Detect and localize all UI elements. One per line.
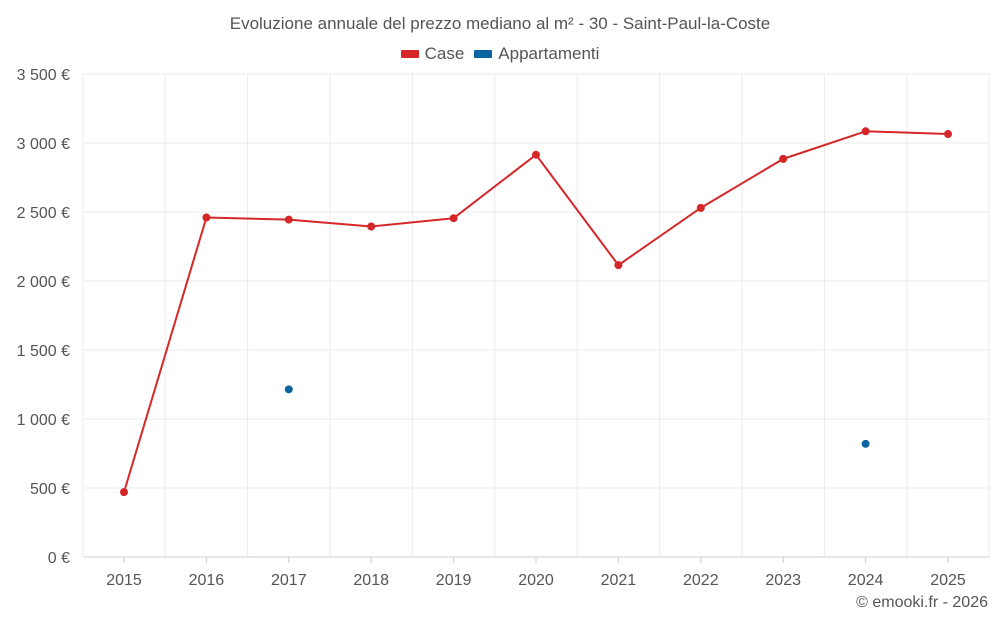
x-tick-label: 2025 [930, 572, 966, 589]
y-tick-label: 500 € [30, 481, 70, 498]
data-point-case [861, 127, 870, 136]
y-tick-label: 2 500 € [17, 205, 70, 222]
y-tick-label: 0 € [48, 550, 70, 567]
x-tick-label: 2018 [353, 572, 389, 589]
x-tick-label: 2022 [683, 572, 719, 589]
data-point-case [614, 261, 623, 270]
data-point-case [120, 488, 128, 497]
chart-title: Evoluzione annuale del prezzo mediano al… [229, 14, 771, 33]
credit-text: © emooki.fr - 2026 [856, 594, 988, 611]
data-point-case [367, 222, 376, 231]
data-point-case [696, 203, 705, 212]
data-point-case [779, 154, 788, 163]
legend-swatch-case [400, 50, 419, 58]
y-tick-label: 1 500 € [17, 343, 70, 360]
legend-item-case[interactable]: Case [400, 44, 465, 64]
y-tick-label: 1 000 € [17, 412, 70, 429]
legend: Case Appartamenti [0, 44, 1000, 64]
x-tick-label: 2016 [189, 572, 225, 589]
y-tick-label: 2 000 € [17, 274, 70, 291]
data-point-case [284, 215, 293, 224]
legend-label-appartamenti: Appartamenti [498, 44, 600, 63]
data-point-appartamenti [284, 385, 293, 394]
x-tick-label: 2015 [106, 572, 142, 589]
x-tick-label: 2017 [271, 572, 307, 589]
data-point-appartamenti [861, 439, 870, 448]
x-tick-label: 2024 [848, 572, 884, 589]
x-tick-label: 2019 [436, 572, 472, 589]
legend-label-case: Case [424, 44, 465, 63]
data-point-case [532, 150, 540, 159]
y-tick-label: 3 000 € [17, 136, 70, 153]
legend-swatch-appartamenti [474, 50, 493, 58]
x-tick-label: 2021 [601, 572, 637, 589]
data-point-case [202, 213, 211, 222]
legend-item-appartamenti[interactable]: Appartamenti [474, 44, 599, 64]
data-point-case [944, 130, 952, 139]
x-tick-label: 2020 [518, 572, 554, 589]
x-tick-label: 2023 [765, 572, 801, 589]
data-point-case [449, 214, 458, 223]
y-tick-label: 3 500 € [17, 67, 70, 84]
